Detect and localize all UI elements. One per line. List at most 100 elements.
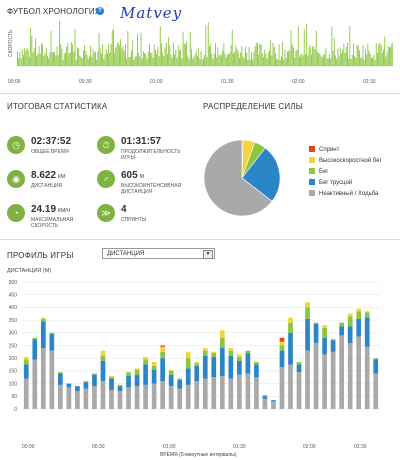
bar-segment[interactable] xyxy=(296,372,302,409)
bar-segment[interactable] xyxy=(177,388,183,409)
bar-segment[interactable] xyxy=(313,322,319,324)
bar-segment[interactable] xyxy=(288,322,293,333)
bar-segment[interactable] xyxy=(356,336,362,409)
bar-segment[interactable] xyxy=(288,364,293,409)
bar-segment[interactable] xyxy=(219,348,225,376)
bar-segment[interactable] xyxy=(160,358,165,382)
bar-segment[interactable] xyxy=(237,360,242,375)
bar-segment[interactable] xyxy=(288,332,293,365)
bar-segment[interactable] xyxy=(49,334,55,351)
bar-segment[interactable] xyxy=(305,350,310,409)
bar-segment[interactable] xyxy=(160,346,165,352)
bar-segment[interactable] xyxy=(202,350,208,356)
bar-segment[interactable] xyxy=(330,340,336,352)
bar-segment[interactable] xyxy=(151,369,157,384)
bar-segment[interactable] xyxy=(373,358,379,360)
bar-segment[interactable] xyxy=(100,350,106,356)
bar-segment[interactable] xyxy=(32,359,38,409)
bar-segment[interactable] xyxy=(322,325,327,328)
bar-segment[interactable] xyxy=(330,339,336,341)
help-icon[interactable]: ? xyxy=(96,7,104,15)
bar-segment[interactable] xyxy=(151,365,157,370)
bar-segment[interactable] xyxy=(211,377,217,409)
bar-segment[interactable] xyxy=(168,369,174,371)
bar-segment[interactable] xyxy=(168,374,174,387)
bar-segment[interactable] xyxy=(254,364,259,378)
bar-segment[interactable] xyxy=(177,378,183,380)
bar-segment[interactable] xyxy=(160,345,165,347)
bar-segment[interactable] xyxy=(109,389,114,409)
bar-segment[interactable] xyxy=(168,370,174,375)
bar-segment[interactable] xyxy=(40,321,46,349)
game-profile-chart[interactable]: 0 50 100 150 200 250 300 350 400 450 500 xyxy=(0,276,400,460)
bar-segment[interactable] xyxy=(185,358,191,369)
bar-segment[interactable] xyxy=(271,401,276,409)
bar-segment[interactable] xyxy=(185,351,191,359)
bar-segment[interactable] xyxy=(262,398,268,409)
bar-segment[interactable] xyxy=(151,383,157,409)
speed-timeline[interactable] xyxy=(17,20,393,70)
bar-segment[interactable] xyxy=(49,350,55,409)
bar-segment[interactable] xyxy=(245,350,251,354)
bar-segment[interactable] xyxy=(177,379,183,389)
bar-segment[interactable] xyxy=(92,386,97,409)
bar-segment[interactable] xyxy=(134,386,140,409)
bar-segment[interactable] xyxy=(202,355,208,379)
bar-segment[interactable] xyxy=(339,326,344,336)
pie-slice[interactable] xyxy=(241,147,281,202)
bar-segment[interactable] xyxy=(126,387,131,409)
bar-segment[interactable] xyxy=(254,362,259,365)
bar-segment[interactable] xyxy=(364,312,370,318)
bar-segment[interactable] xyxy=(109,375,114,378)
bar-segment[interactable] xyxy=(143,384,148,409)
bar-segment[interactable] xyxy=(194,381,200,409)
bar-segment[interactable] xyxy=(134,369,140,375)
bar-segment[interactable] xyxy=(211,351,217,354)
bar-segment[interactable] xyxy=(23,364,29,379)
bar-segment[interactable] xyxy=(228,378,234,409)
bar-segment[interactable] xyxy=(168,386,174,409)
bar-segment[interactable] xyxy=(262,395,268,397)
bar-segment[interactable] xyxy=(322,354,327,409)
bar-segment[interactable] xyxy=(219,337,225,349)
bar-segment[interactable] xyxy=(373,373,379,409)
bar-segment[interactable] xyxy=(364,346,370,409)
bar-segment[interactable] xyxy=(271,400,276,402)
bar-segment[interactable] xyxy=(66,387,72,409)
bar-segment[interactable] xyxy=(83,381,89,383)
bar-segment[interactable] xyxy=(117,384,123,387)
bar-segment[interactable] xyxy=(151,362,157,366)
bar-segment[interactable] xyxy=(347,342,353,409)
bar-segment[interactable] xyxy=(143,356,148,360)
bar-segment[interactable] xyxy=(228,355,234,379)
bar-segment[interactable] xyxy=(194,363,200,366)
bar-segment[interactable] xyxy=(100,355,106,361)
bar-segment[interactable] xyxy=(23,359,29,365)
bar-segment[interactable] xyxy=(356,318,362,337)
bar-segment[interactable] xyxy=(117,386,123,392)
bar-segment[interactable] xyxy=(117,391,123,409)
bar-segment[interactable] xyxy=(58,384,63,409)
bar-segment[interactable] xyxy=(126,375,131,388)
metric-select[interactable]: ДИСТАНЦИЯ ▼ xyxy=(102,248,215,259)
bar-segment[interactable] xyxy=(279,337,285,342)
bar-segment[interactable] xyxy=(245,373,251,409)
bar-segment[interactable] xyxy=(32,337,38,340)
bar-segment[interactable] xyxy=(339,335,344,409)
bar-segment[interactable] xyxy=(254,377,259,409)
bar-segment[interactable] xyxy=(134,368,140,370)
bar-segment[interactable] xyxy=(305,302,310,308)
bar-segment[interactable] xyxy=(185,368,191,385)
bar-segment[interactable] xyxy=(305,318,310,351)
bar-segment[interactable] xyxy=(143,359,148,365)
bar-segment[interactable] xyxy=(92,374,97,387)
bar-segment[interactable] xyxy=(364,311,370,313)
bar-segment[interactable] xyxy=(356,311,362,319)
bar-segment[interactable] xyxy=(83,382,89,389)
pie-slice[interactable] xyxy=(203,139,273,217)
bar-segment[interactable] xyxy=(373,359,379,374)
bar-segment[interactable] xyxy=(75,391,80,409)
force-distribution-pie[interactable] xyxy=(200,136,284,220)
bar-segment[interactable] xyxy=(347,326,353,343)
bar-segment[interactable] xyxy=(194,365,200,382)
